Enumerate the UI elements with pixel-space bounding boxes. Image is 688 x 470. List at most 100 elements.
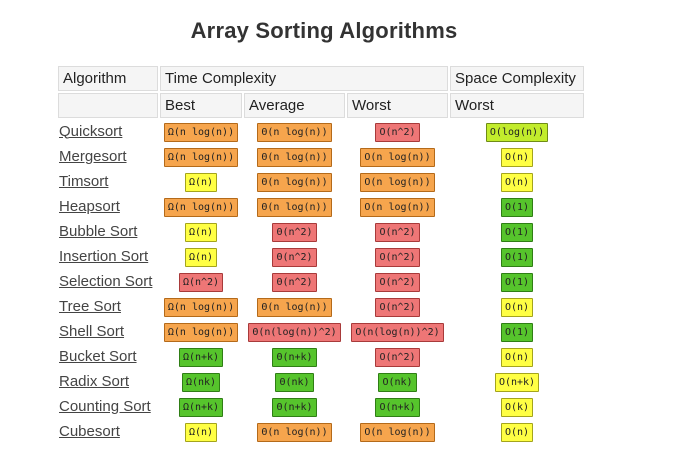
complexity-badge-worst: O(n log(n)) bbox=[360, 422, 435, 442]
algorithm-cell: Quicksort bbox=[58, 120, 158, 143]
table-header: Algorithm Time Complexity Space Complexi… bbox=[58, 66, 584, 118]
complexity-badge-average: Θ(n log(n)) bbox=[257, 297, 332, 317]
header-best: Best bbox=[160, 93, 242, 118]
complexity-badge-space: O(n) bbox=[500, 422, 534, 442]
table-row: Counting Sort Ω(n+k) Θ(n+k) O(n+k) O(k) bbox=[58, 395, 584, 418]
average-cell: Θ(n log(n)) bbox=[244, 145, 345, 168]
average-cell: Θ(n+k) bbox=[244, 395, 345, 418]
algorithm-link[interactable]: Bucket Sort bbox=[59, 347, 137, 365]
space-cell: O(n) bbox=[450, 420, 584, 443]
average-cell: Θ(n^2) bbox=[244, 220, 345, 243]
best-cell: Ω(n) bbox=[160, 245, 242, 268]
complexity-badge-best: Ω(n+k) bbox=[178, 347, 224, 367]
complexity-badge-space: O(n) bbox=[500, 147, 534, 167]
complexity-badge-space: O(n) bbox=[500, 347, 534, 367]
complexity-badge-best: Ω(n) bbox=[184, 247, 218, 267]
algorithm-cell: Shell Sort bbox=[58, 320, 158, 343]
algorithm-link[interactable]: Quicksort bbox=[59, 122, 123, 140]
complexity-badge-best: Ω(n+k) bbox=[178, 397, 224, 417]
best-cell: Ω(n log(n)) bbox=[160, 120, 242, 143]
worst-cell: O(n^2) bbox=[347, 270, 448, 293]
average-cell: Θ(n(log(n))^2) bbox=[244, 320, 345, 343]
complexity-badge-worst: O(n^2) bbox=[375, 122, 420, 142]
space-cell: O(1) bbox=[450, 195, 584, 218]
complexity-badge-worst: O(n^2) bbox=[375, 297, 420, 317]
complexity-badge-average: Θ(n^2) bbox=[272, 272, 317, 292]
complexity-badge-space: O(n) bbox=[500, 297, 534, 317]
algorithm-cell: Tree Sort bbox=[58, 295, 158, 318]
complexity-badge-best: Ω(n) bbox=[184, 222, 218, 242]
complexity-badge-worst: O(nk) bbox=[378, 372, 417, 392]
algorithm-link[interactable]: Timsort bbox=[59, 172, 109, 190]
best-cell: Ω(n) bbox=[160, 420, 242, 443]
algorithm-link[interactable]: Bubble Sort bbox=[59, 222, 138, 240]
complexity-badge-space: O(1) bbox=[500, 197, 534, 217]
algorithm-link[interactable]: Selection Sort bbox=[59, 272, 153, 290]
algorithm-link[interactable]: Shell Sort bbox=[59, 322, 125, 340]
algorithm-cell: Selection Sort bbox=[58, 270, 158, 293]
complexity-badge-average: Θ(n log(n)) bbox=[257, 422, 332, 442]
worst-cell: O(n^2) bbox=[347, 120, 448, 143]
complexity-badge-worst: O(n(log(n))^2) bbox=[351, 322, 444, 342]
table-row: Insertion Sort Ω(n) Θ(n^2) O(n^2) O(1) bbox=[58, 245, 584, 268]
best-cell: Ω(n+k) bbox=[160, 395, 242, 418]
space-cell: O(1) bbox=[450, 245, 584, 268]
complexity-badge-worst: O(n^2) bbox=[375, 347, 420, 367]
complexity-badge-best: Ω(n log(n)) bbox=[163, 322, 239, 342]
table-row: Heapsort Ω(n log(n)) Θ(n log(n)) O(n log(n)… bbox=[58, 195, 584, 218]
table-row: Radix Sort Ω(nk) Θ(nk) O(nk) O(n+k) bbox=[58, 370, 584, 393]
complexity-badge-worst: O(n+k) bbox=[375, 397, 420, 417]
complexity-badge-worst: O(n log(n)) bbox=[360, 197, 435, 217]
space-cell: O(1) bbox=[450, 270, 584, 293]
space-cell: O(n) bbox=[450, 295, 584, 318]
algorithm-link[interactable]: Insertion Sort bbox=[59, 247, 149, 265]
best-cell: Ω(n^2) bbox=[160, 270, 242, 293]
complexity-badge-best: Ω(n log(n)) bbox=[163, 197, 239, 217]
complexity-badge-average: Θ(n(log(n))^2) bbox=[248, 322, 341, 342]
complexity-badge-average: Θ(n^2) bbox=[272, 247, 317, 267]
complexity-badge-space: O(k) bbox=[500, 397, 534, 417]
algorithm-link[interactable]: Heapsort bbox=[59, 197, 120, 215]
complexity-badge-worst: O(n^2) bbox=[375, 222, 420, 242]
best-cell: Ω(nk) bbox=[160, 370, 242, 393]
header-space-worst: Worst bbox=[450, 93, 584, 118]
best-cell: Ω(n) bbox=[160, 170, 242, 193]
worst-cell: O(n(log(n))^2) bbox=[347, 320, 448, 343]
table-body: Quicksort Ω(n log(n)) Θ(n log(n)) O(n^2) O(l… bbox=[58, 120, 584, 443]
header-space-complexity: Space Complexity bbox=[450, 66, 584, 91]
average-cell: Θ(n log(n)) bbox=[244, 295, 345, 318]
worst-cell: O(nk) bbox=[347, 370, 448, 393]
worst-cell: O(n^2) bbox=[347, 295, 448, 318]
average-cell: Θ(n log(n)) bbox=[244, 170, 345, 193]
algorithm-cell: Mergesort bbox=[58, 145, 158, 168]
average-cell: Θ(n+k) bbox=[244, 345, 345, 368]
algorithm-link[interactable]: Mergesort bbox=[59, 147, 127, 165]
header-worst: Worst bbox=[347, 93, 448, 118]
complexity-badge-best: Ω(n log(n)) bbox=[163, 122, 239, 142]
worst-cell: O(n^2) bbox=[347, 220, 448, 243]
complexity-badge-space: O(1) bbox=[500, 222, 534, 242]
algorithm-link[interactable]: Tree Sort bbox=[59, 297, 121, 315]
space-cell: O(1) bbox=[450, 220, 584, 243]
header-empty bbox=[58, 93, 158, 118]
algorithm-cell: Insertion Sort bbox=[58, 245, 158, 268]
algorithm-link[interactable]: Counting Sort bbox=[59, 397, 151, 415]
algorithm-link[interactable]: Radix Sort bbox=[59, 372, 130, 390]
table-row: Shell Sort Ω(n log(n)) Θ(n(log(n))^2) O(n(l… bbox=[58, 320, 584, 343]
average-cell: Θ(nk) bbox=[244, 370, 345, 393]
best-cell: Ω(n log(n)) bbox=[160, 295, 242, 318]
complexity-badge-worst: O(n^2) bbox=[375, 247, 420, 267]
worst-cell: O(n^2) bbox=[347, 345, 448, 368]
complexity-badge-best: Ω(n^2) bbox=[178, 272, 224, 292]
algorithm-cell: Bubble Sort bbox=[58, 220, 158, 243]
complexity-badge-space: O(1) bbox=[500, 322, 534, 342]
header-algorithm: Algorithm bbox=[58, 66, 158, 91]
complexity-badge-average: Θ(n+k) bbox=[272, 347, 317, 367]
best-cell: Ω(n log(n)) bbox=[160, 320, 242, 343]
worst-cell: O(n^2) bbox=[347, 245, 448, 268]
worst-cell: O(n log(n)) bbox=[347, 170, 448, 193]
algorithm-link[interactable]: Cubesort bbox=[59, 422, 120, 440]
page-title: Array Sorting Algorithms bbox=[190, 18, 458, 43]
complexity-badge-average: Θ(n log(n)) bbox=[257, 122, 332, 142]
header-time-complexity: Time Complexity bbox=[160, 66, 448, 91]
